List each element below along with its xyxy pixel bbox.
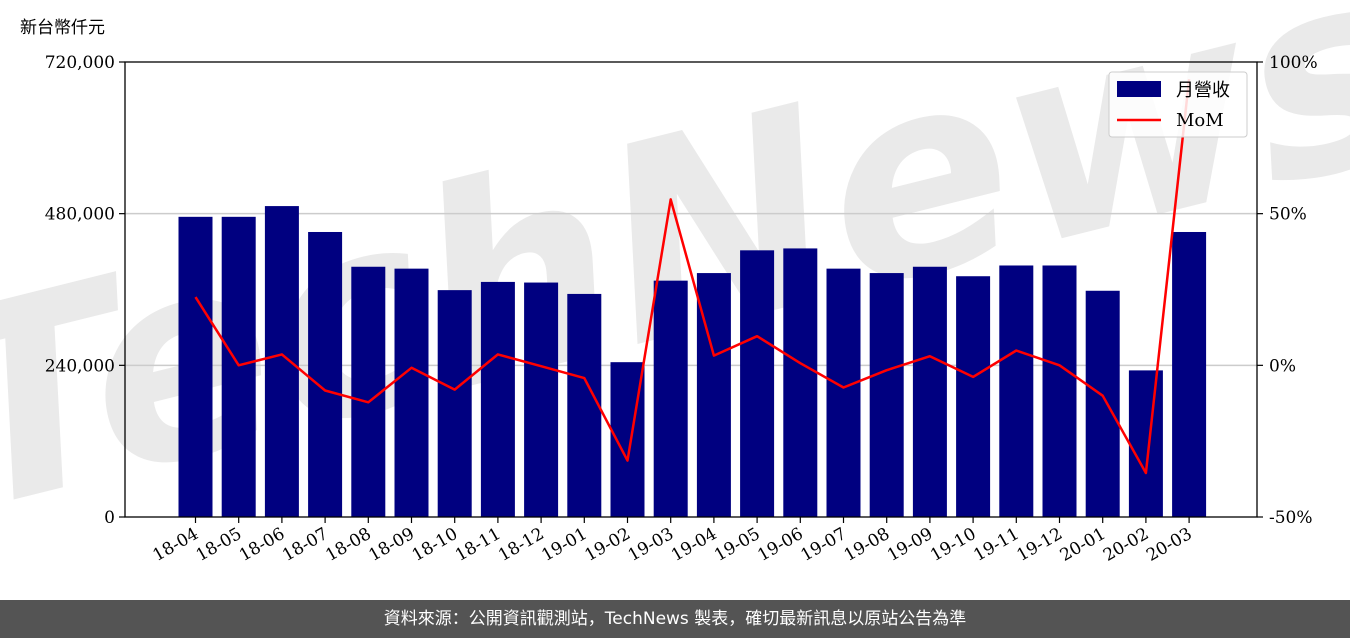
x-tick-label: 19-07 xyxy=(798,524,850,566)
bar-19-10 xyxy=(956,276,991,517)
bar-19-09 xyxy=(912,266,947,517)
x-tick-label: 18-06 xyxy=(236,524,288,566)
x-tick-label: 19-04 xyxy=(668,524,720,566)
x-tick-label: 18-11 xyxy=(452,524,504,566)
bar-19-12 xyxy=(1042,265,1077,517)
bar-18-05 xyxy=(221,216,256,517)
chart-container: TechNews 0240,000480,000720,000-50%0%50%… xyxy=(0,0,1350,573)
bar-19-01 xyxy=(567,293,602,517)
x-tick-label: 20-02 xyxy=(1100,524,1152,566)
bar-18-09 xyxy=(394,268,429,517)
y-right-tick-label: 100% xyxy=(1269,53,1318,73)
legend-swatch-bar xyxy=(1117,81,1161,97)
bar-19-07 xyxy=(826,268,861,517)
mom-line xyxy=(194,79,1191,475)
source-footer: 資料來源：公開資訊觀測站，TechNews 製表，確切最新訊息以原站公告為準 xyxy=(0,600,1350,638)
legend: 月營收 MoM xyxy=(1108,71,1248,138)
x-tick-label: 18-08 xyxy=(322,524,374,566)
bar-18-11 xyxy=(480,281,515,517)
legend-label-revenue: 月營收 xyxy=(1176,80,1230,101)
bar-19-11 xyxy=(999,265,1034,517)
legend-label-mom: MoM xyxy=(1176,110,1224,131)
bar-series xyxy=(178,206,1207,518)
x-tick-label: 18-09 xyxy=(366,524,418,566)
x-tick-label: 19-06 xyxy=(754,524,806,566)
bar-18-07 xyxy=(308,231,343,518)
bar-19-08 xyxy=(869,273,904,517)
bar-19-05 xyxy=(740,250,775,517)
x-tick-label: 19-11 xyxy=(970,524,1022,566)
plot-border xyxy=(124,61,1258,518)
revenue-chart: TechNews 0240,000480,000720,000-50%0%50%… xyxy=(0,0,1350,573)
x-tick-label: 19-10 xyxy=(927,524,979,566)
x-tick-label: 19-01 xyxy=(538,524,590,566)
bar-20-03 xyxy=(1172,231,1207,518)
bar-19-03 xyxy=(653,280,688,517)
x-tick-label: 19-03 xyxy=(625,524,677,566)
x-tick-label: 20-01 xyxy=(1057,524,1109,566)
x-tick-label: 18-12 xyxy=(495,524,547,566)
x-tick-label: 18-04 xyxy=(150,524,202,566)
x-tick-label: 18-07 xyxy=(279,524,331,566)
y-left-tick-label: 720,000 xyxy=(45,53,115,73)
bar-18-12 xyxy=(524,282,559,517)
bar-20-02 xyxy=(1128,370,1163,517)
y-right-tick-label: 50% xyxy=(1269,205,1307,225)
bar-18-04 xyxy=(178,216,213,517)
x-tick-label: 19-12 xyxy=(1014,524,1066,566)
y-unit-label: 新台幣仟元 xyxy=(20,18,105,38)
source-text: 資料來源：公開資訊觀測站，TechNews 製表，確切最新訊息以原站公告為準 xyxy=(383,609,967,629)
bar-18-06 xyxy=(264,206,299,518)
line-series xyxy=(194,79,1191,475)
x-tick-label: 19-09 xyxy=(884,524,936,566)
x-tick-label: 19-02 xyxy=(582,524,634,566)
y-left-tick-label: 480,000 xyxy=(45,205,115,225)
plot-frame xyxy=(124,61,1258,518)
x-tick-label: 19-05 xyxy=(711,524,763,566)
y-right-tick-label: -50% xyxy=(1269,508,1313,528)
y-right-tick-label: 0% xyxy=(1269,356,1296,376)
y-left-tick-label: 0 xyxy=(104,508,115,528)
x-tick-label: 19-08 xyxy=(841,524,893,566)
x-tick-label: 18-05 xyxy=(193,524,245,566)
bar-19-06 xyxy=(783,248,818,517)
bar-18-10 xyxy=(437,290,472,517)
x-tick-label: 18-10 xyxy=(409,524,461,566)
bar-20-01 xyxy=(1085,290,1120,517)
x-tick-label: 20-03 xyxy=(1143,524,1195,566)
y-left-tick-label: 240,000 xyxy=(45,356,115,376)
